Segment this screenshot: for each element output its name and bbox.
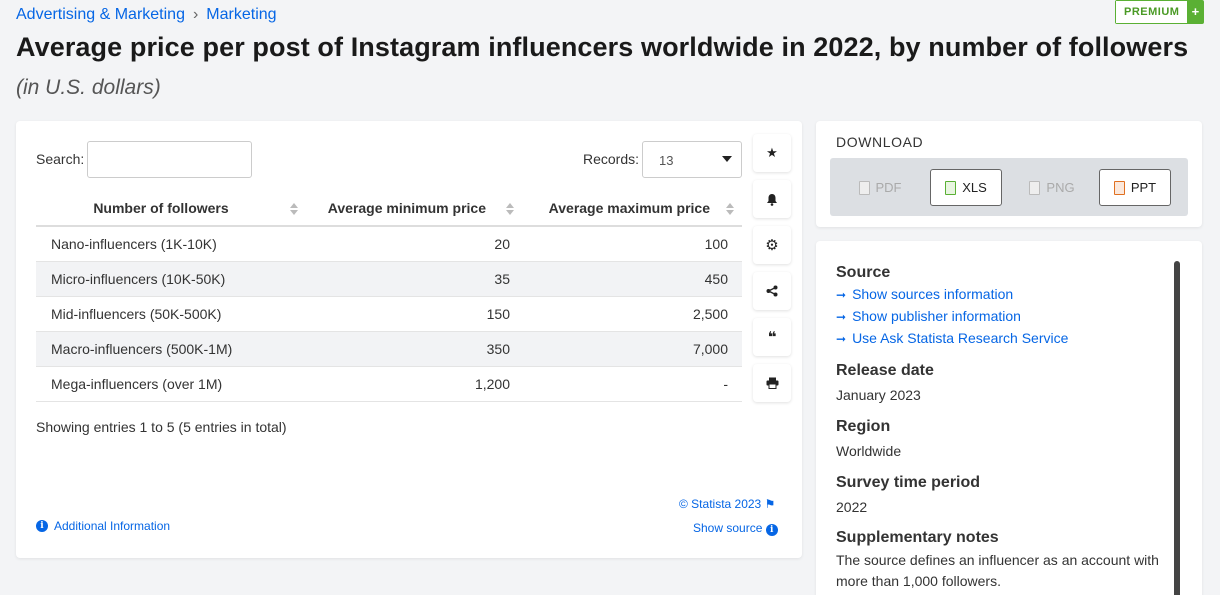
column-header-min-price[interactable]: Average minimum price <box>306 191 522 227</box>
pdf-icon <box>858 180 870 195</box>
table-row: Mid-influencers (50K-500K) 150 2,500 <box>36 296 742 332</box>
survey-section: Survey time period 2022 <box>836 474 980 518</box>
search-input[interactable] <box>87 141 252 178</box>
region-value: Worldwide <box>836 443 902 459</box>
entries-info: Showing entries 1 to 5 (5 entries in tot… <box>36 419 287 435</box>
source-card: Source ➞ Show sources information ➞ Show p… <box>816 241 1202 595</box>
release-heading: Release date <box>836 362 934 379</box>
data-table: Number of followers Average minimum pric… <box>36 191 742 402</box>
arrow-right-icon: ➞ <box>836 288 847 302</box>
additional-information-link[interactable]: i Additional Information <box>36 519 170 533</box>
survey-heading: Survey time period <box>836 474 981 491</box>
print-button[interactable] <box>753 364 791 402</box>
records-label: Records: <box>583 151 640 167</box>
notes-section: Supplementary notes The source defines a… <box>836 529 1166 592</box>
statistic-table-card: Search: Records: 13 Number of followers … <box>16 121 802 558</box>
records-select[interactable]: 13 <box>642 141 742 178</box>
copyright-link[interactable]: © Statista 2023 ⚑ <box>679 497 776 511</box>
show-publisher-link[interactable]: ➞ Show publisher information <box>836 308 1021 324</box>
cell-min-price: 20 <box>306 226 522 262</box>
share-icon <box>766 285 778 297</box>
table-row: Nano-influencers (1K-10K) 20 100 <box>36 226 742 262</box>
table-row: Micro-influencers (10K-50K) 35 450 <box>36 261 742 297</box>
premium-label: PREMIUM <box>1116 1 1188 23</box>
info-icon: i <box>765 524 778 536</box>
cell-followers: Micro-influencers (10K-50K) <box>36 261 306 297</box>
cell-max-price: 100 <box>522 226 742 262</box>
cell-min-price: 150 <box>306 296 522 332</box>
png-icon <box>1029 180 1041 195</box>
download-card: DOWNLOAD PDF XLS PNG PPT <box>816 121 1202 227</box>
print-icon <box>766 377 778 389</box>
bell-icon <box>767 193 777 206</box>
cite-button[interactable]: ❝ <box>753 318 791 356</box>
plus-icon: + <box>1187 1 1204 23</box>
cell-min-price: 1,200 <box>306 366 522 402</box>
cell-max-price: - <box>522 366 742 402</box>
arrow-right-icon: ➞ <box>836 310 847 324</box>
cell-max-price: 7,000 <box>522 331 742 367</box>
table-row: Macro-influencers (500K-1M) 350 7,000 <box>36 331 742 367</box>
gear-icon: ⚙ <box>765 237 779 254</box>
notification-button[interactable] <box>753 180 791 218</box>
xls-icon <box>945 180 957 195</box>
column-header-followers[interactable]: Number of followers <box>36 191 306 227</box>
table-row: Mega-influencers (over 1M) 1,200 - <box>36 366 742 402</box>
arrow-right-icon: ➞ <box>836 332 847 346</box>
source-section: Source ➞ Show sources information ➞ Show p… <box>836 264 1068 348</box>
cell-followers: Macro-influencers (500K-1M) <box>36 331 306 367</box>
star-icon: ★ <box>766 145 778 160</box>
ppt-icon <box>1113 180 1125 195</box>
info-icon: i <box>36 520 48 532</box>
breadcrumb-separator: › <box>192 6 199 23</box>
survey-value: 2022 <box>836 499 868 515</box>
settings-button[interactable]: ⚙ <box>753 226 791 264</box>
breadcrumb-marketing[interactable]: Marketing <box>206 6 277 23</box>
cell-min-price: 350 <box>306 331 522 367</box>
sort-icon <box>726 203 734 215</box>
cell-followers: Nano-influencers (1K-10K) <box>36 226 306 262</box>
download-bar: PDF XLS PNG PPT <box>830 158 1188 216</box>
page-title: Average price per post of Instagram infl… <box>16 32 1189 62</box>
show-source-link[interactable]: Show source i <box>693 521 778 536</box>
notes-value: The source defines an influencer as an a… <box>836 552 1159 589</box>
sort-icon <box>290 203 298 215</box>
release-section: Release date January 2023 <box>836 362 934 406</box>
download-ppt-button[interactable]: PPT <box>1099 169 1171 206</box>
records-value: 13 <box>659 153 674 168</box>
favorite-button[interactable]: ★ <box>753 134 791 172</box>
download-pdf-button[interactable]: PDF <box>844 169 916 206</box>
breadcrumb: Advertising & Marketing › Marketing <box>16 6 277 24</box>
column-header-max-price[interactable]: Average maximum price <box>522 191 742 227</box>
page-subtitle: (in U.S. dollars) <box>16 76 161 99</box>
breadcrumb-advertising-marketing[interactable]: Advertising & Marketing <box>16 6 185 23</box>
ask-statista-link[interactable]: ➞ Use Ask Statista Research Service <box>836 330 1069 346</box>
show-sources-link[interactable]: ➞ Show sources information <box>836 286 1014 302</box>
cell-min-price: 35 <box>306 261 522 297</box>
cell-max-price: 2,500 <box>522 296 742 332</box>
premium-badge[interactable]: PREMIUM + <box>1115 0 1205 24</box>
download-title: DOWNLOAD <box>836 134 924 150</box>
release-value: January 2023 <box>836 387 921 403</box>
share-button[interactable] <box>753 272 791 310</box>
download-xls-button[interactable]: XLS <box>930 169 1002 206</box>
quote-icon: ❝ <box>767 329 777 346</box>
cell-followers: Mid-influencers (50K-500K) <box>36 296 306 332</box>
caret-down-icon <box>722 156 732 162</box>
scrollbar[interactable] <box>1174 261 1180 595</box>
cell-max-price: 450 <box>522 261 742 297</box>
region-section: Region Worldwide <box>836 418 901 462</box>
search-label: Search: <box>36 151 85 167</box>
source-heading: Source <box>836 264 891 281</box>
download-png-button[interactable]: PNG <box>1016 169 1088 206</box>
sort-icon <box>506 203 514 215</box>
cell-followers: Mega-influencers (over 1M) <box>36 366 306 402</box>
region-heading: Region <box>836 418 891 435</box>
notes-heading: Supplementary notes <box>836 529 999 546</box>
flag-icon: ⚑ <box>764 497 776 511</box>
